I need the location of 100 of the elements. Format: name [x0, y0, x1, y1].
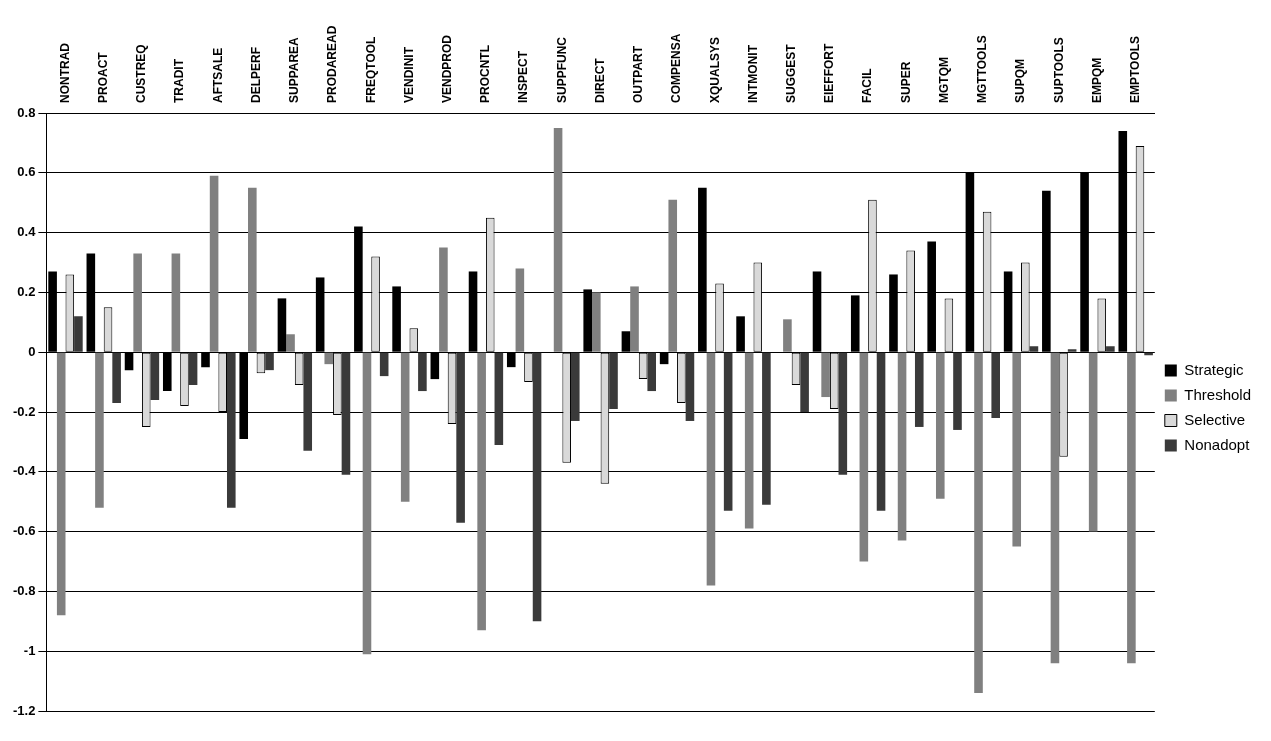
y-tick-label: 0.2: [17, 283, 36, 299]
x-tick-label: XQUALSYS: [707, 36, 722, 103]
x-tick-label: TRADIT: [172, 58, 187, 103]
bar: [609, 352, 618, 410]
bar: [226, 352, 236, 508]
x-tick-label: MGTQM: [936, 57, 951, 103]
bar: [494, 352, 504, 445]
bar: [1088, 352, 1098, 532]
bar: [800, 352, 809, 412]
legend-label: Strategic: [1184, 360, 1244, 378]
bar: [668, 199, 678, 352]
x-tick-label: PROCNTL: [478, 45, 493, 103]
bar: [953, 352, 962, 430]
y-tick-label: 0: [28, 343, 36, 359]
bar: [112, 352, 121, 404]
bar: [723, 352, 733, 511]
bar: [744, 352, 754, 529]
bar: [859, 352, 869, 562]
x-tick-label: PRODAREAD: [325, 25, 340, 103]
bar: [1127, 352, 1136, 664]
x-tick-label: SUPPFUNC: [554, 36, 569, 103]
x-tick-label: INTMONIT: [745, 44, 760, 103]
bar: [56, 352, 66, 616]
bar: [897, 352, 907, 541]
bar: [303, 352, 313, 451]
bar: [838, 352, 848, 475]
y-tick-label: -0.8: [12, 582, 36, 598]
bar: [209, 175, 219, 352]
bar: [265, 352, 274, 371]
y-tick-label: -1.2: [12, 702, 36, 718]
bar: [515, 268, 525, 352]
bar: [876, 352, 886, 511]
bar: [400, 352, 410, 502]
x-tick-label: CUSTREQ: [134, 44, 149, 103]
x-tick-label: MGTTOOLS: [975, 35, 990, 103]
y-tick-label: 0.6: [17, 164, 36, 180]
bar: [95, 352, 104, 508]
y-tick-label: -0.2: [12, 403, 36, 419]
bar: [379, 352, 389, 377]
x-tick-label: SUGGEST: [784, 43, 799, 103]
bar: [74, 316, 83, 352]
legend-label: Threshold: [1184, 385, 1251, 403]
bar: [630, 286, 639, 352]
legend-label: Nonadopt: [1184, 435, 1251, 453]
y-tick-label: 0.4: [17, 224, 37, 240]
x-tick-label: FREQTOOL: [363, 36, 378, 103]
x-tick-label: AFTSALE: [210, 47, 225, 103]
bar: [1067, 349, 1077, 352]
y-tick-label: 0.8: [17, 104, 36, 120]
bar: [762, 352, 771, 505]
x-tick-label: FACIL: [860, 68, 875, 103]
legend-label: Selective: [1184, 410, 1246, 428]
x-tick-label: VENDPROD: [440, 34, 455, 103]
x-tick-label: EMPTOOLS: [1128, 35, 1142, 103]
bar: [935, 352, 945, 499]
bar: [532, 352, 542, 622]
bar: [570, 352, 580, 421]
x-tick-label: NONTRAD: [57, 42, 72, 103]
bar: [783, 319, 792, 352]
bar: [188, 352, 198, 386]
bar: [592, 292, 601, 352]
bar: [647, 352, 657, 392]
x-tick-label: INSPECT: [516, 50, 531, 103]
x-tick-label: EMPQM: [1089, 57, 1104, 103]
bar: [248, 187, 257, 352]
y-tick-label: -0.6: [12, 523, 36, 539]
bar: [1012, 352, 1022, 547]
bar: [341, 352, 351, 475]
x-tick-label: VENDINIT: [401, 46, 416, 103]
bar: [1029, 346, 1039, 352]
y-tick-label: -0.4: [12, 463, 37, 479]
bar: [1106, 346, 1115, 352]
x-tick-label: DELPERF: [248, 46, 263, 103]
bar: [418, 352, 427, 392]
bar: [553, 127, 563, 352]
bar: [456, 352, 465, 523]
x-tick-label: OUTPART: [631, 45, 646, 103]
bar: [477, 352, 486, 631]
bar: [171, 253, 181, 352]
bar: [706, 352, 716, 586]
bar: [685, 352, 695, 421]
x-tick-label: EIEFFORT: [822, 43, 837, 103]
bar: [821, 352, 830, 398]
bar: [1050, 352, 1060, 664]
bar: [914, 352, 924, 427]
x-tick-label: PROACT: [96, 51, 111, 103]
bar: [439, 247, 448, 352]
x-tick-label: SUPER: [898, 61, 913, 103]
x-tick-label: SUPTOOLS: [1051, 37, 1066, 103]
bar: [362, 352, 372, 655]
bar: [150, 352, 160, 401]
bar: [286, 334, 295, 352]
bar: [133, 253, 142, 352]
x-tick-label: SUPPAREA: [287, 36, 302, 103]
bar: [974, 352, 983, 694]
y-tick-label: -1: [23, 642, 36, 658]
bar: [324, 352, 334, 365]
x-tick-label: DIRECT: [592, 57, 607, 103]
bar: [991, 352, 1001, 418]
x-tick-label: COMPENSA: [669, 33, 684, 103]
